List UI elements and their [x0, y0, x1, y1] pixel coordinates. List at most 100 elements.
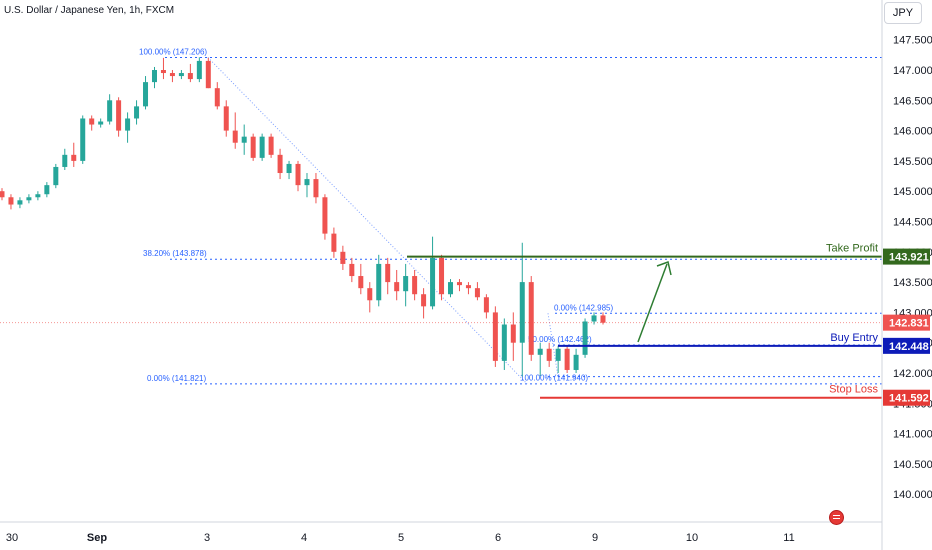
candle-body	[591, 315, 597, 322]
time-tick-label: 30	[6, 532, 18, 544]
candle-body	[358, 276, 364, 289]
price-tick-label: 146.000	[893, 126, 932, 138]
time-tick-label: Sep	[87, 532, 107, 544]
candle-body	[205, 60, 211, 89]
candle-body	[107, 100, 113, 122]
candle-body	[116, 100, 122, 131]
price-tick-label: 145.000	[893, 186, 932, 198]
candle-body	[35, 194, 41, 198]
buy-entry-price-tag	[883, 337, 930, 354]
fib-trend-line	[207, 57, 528, 385]
time-tick-label: 6	[495, 532, 501, 544]
candle-body	[80, 118, 86, 161]
time-tick-label: 11	[783, 532, 794, 544]
candle-body	[151, 70, 157, 83]
candle-body	[421, 294, 427, 307]
candle-body	[474, 288, 480, 298]
candle-body	[268, 136, 274, 155]
candle-body	[519, 282, 525, 343]
candle-body	[501, 324, 507, 361]
stop-loss-price-tag	[883, 389, 930, 406]
last-price-price-tag	[883, 314, 930, 331]
projection-arrow-head	[656, 261, 672, 276]
candle-body	[403, 276, 409, 292]
time-tick-label: 4	[301, 532, 307, 544]
candle-body	[546, 348, 552, 361]
candle-body	[340, 251, 346, 264]
candle-body	[412, 276, 418, 295]
candle-body	[483, 297, 489, 313]
price-tick-label: 140.500	[893, 459, 932, 471]
buy-entry-price-tag-text: 142.448	[889, 341, 929, 353]
annotations-layer: Take Profit Buy Entry Stop Loss	[407, 243, 882, 399]
candle-body	[385, 263, 391, 283]
candle-body	[582, 321, 588, 355]
candle-body	[241, 136, 247, 143]
candle-body	[322, 197, 328, 234]
candle-body	[26, 197, 32, 201]
currency-button[interactable]: JPY	[884, 2, 922, 24]
candle-body	[44, 185, 50, 195]
fib-level-label: 100.00% (147.206)	[139, 48, 207, 57]
time-tick-label: 5	[398, 532, 404, 544]
candle-body	[8, 197, 14, 205]
time-tick-label: 9	[592, 532, 598, 544]
fib-level-label: 0.00% (141.821)	[147, 374, 206, 383]
take-profit-label: Take Profit	[826, 243, 878, 255]
stop-loss-label: Stop Loss	[829, 384, 878, 396]
candles-layer	[0, 57, 606, 377]
candle-body	[223, 106, 229, 131]
candle-body	[376, 263, 382, 301]
candle-body	[17, 200, 23, 205]
fib-level-label: 38.20% (143.878)	[143, 249, 207, 258]
stop-loss-price-tag-text: 141.592	[889, 393, 929, 405]
candle-body	[349, 263, 355, 277]
time-tick-label: 3	[204, 532, 210, 544]
candle-body	[187, 73, 193, 80]
candle-body	[430, 257, 436, 307]
price-tick-label: 141.000	[893, 429, 932, 441]
candle-body	[394, 282, 400, 292]
candle-body	[573, 354, 579, 370]
candle-body	[286, 163, 292, 174]
fib-level-label: 50.00% (142.462)	[528, 335, 592, 344]
candle-body	[134, 106, 140, 119]
time-tick-label: 10	[686, 532, 698, 544]
candle-body	[98, 121, 104, 125]
buy-entry-label: Buy Entry	[830, 332, 878, 344]
fib-level-label: 100.00% (141.940)	[520, 374, 588, 383]
candle-body	[259, 136, 265, 158]
candle-body	[304, 179, 310, 186]
fib-level-label: 0.00% (142.985)	[554, 303, 613, 312]
take-profit-price-tag	[883, 248, 930, 265]
candle-body	[313, 179, 319, 198]
candle-body	[537, 348, 543, 355]
candle-body	[53, 166, 59, 186]
candle-body	[277, 154, 283, 174]
candle-body	[331, 233, 337, 252]
economic-calendar-icon[interactable]	[829, 510, 844, 525]
candle-body	[564, 348, 570, 370]
candle-body	[465, 285, 471, 289]
candle-body	[125, 118, 131, 131]
candle-body	[456, 282, 462, 286]
candle-body	[295, 163, 301, 186]
candle-body	[439, 257, 445, 295]
price-tick-label: 140.000	[893, 489, 932, 501]
candle-body	[0, 191, 5, 198]
candle-body	[160, 70, 166, 74]
candle-body	[528, 282, 534, 355]
candle-body	[492, 312, 498, 361]
candle-body	[250, 136, 256, 158]
candle-body	[232, 130, 238, 143]
candle-body	[178, 73, 184, 77]
chart-title: U.S. Dollar / Japanese Yen, 1h, FXCM	[4, 5, 175, 16]
candle-body	[448, 282, 454, 295]
candle-body	[196, 60, 202, 80]
price-tick-label: 145.500	[893, 156, 932, 168]
candle-body	[367, 288, 373, 301]
